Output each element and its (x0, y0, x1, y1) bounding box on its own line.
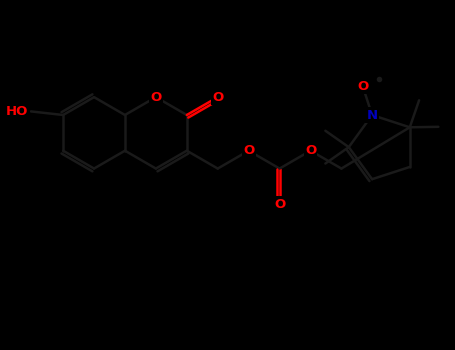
Text: N: N (367, 108, 378, 121)
Text: O: O (243, 144, 254, 157)
Text: O: O (357, 80, 369, 93)
Text: HO: HO (6, 105, 29, 118)
Text: O: O (212, 91, 223, 104)
Text: O: O (150, 91, 162, 104)
Text: O: O (274, 198, 285, 211)
Text: O: O (305, 144, 316, 157)
